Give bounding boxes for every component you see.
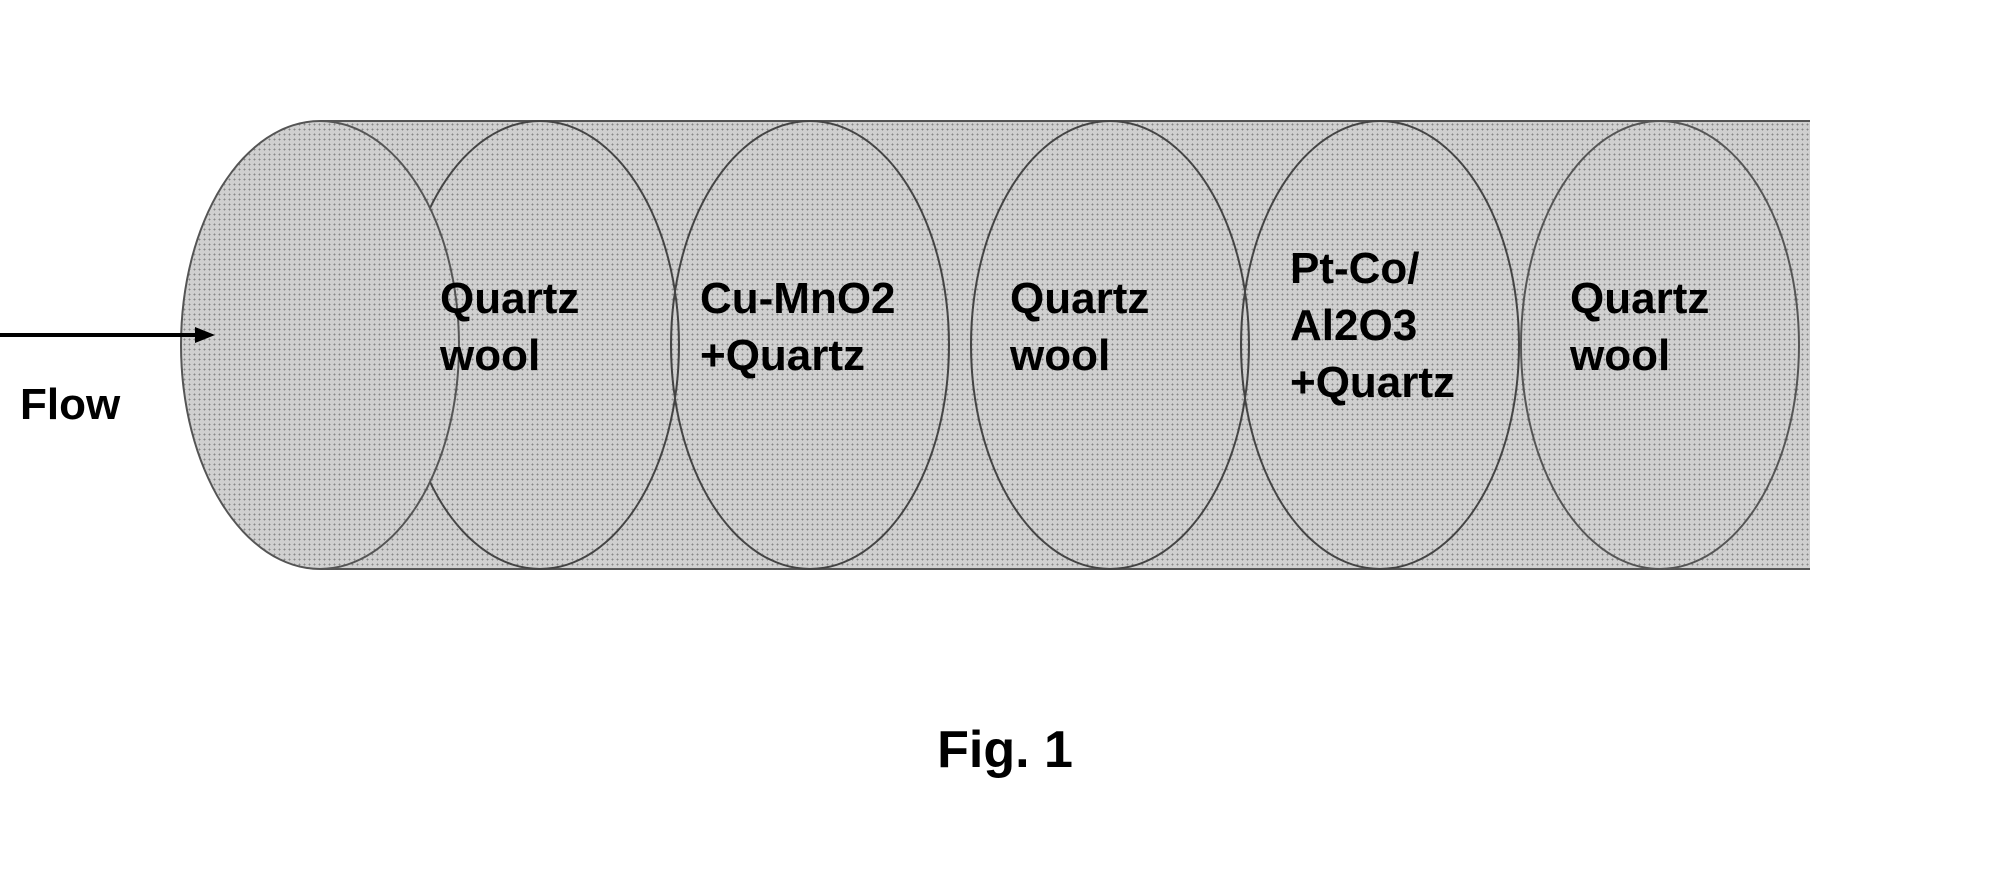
cylinder-left-cap <box>180 120 460 570</box>
segment-label-3: Quartz wool <box>1010 270 1149 384</box>
segment-label-2: Cu-MnO2 +Quartz <box>700 270 896 384</box>
segment-label-5: Quartz wool <box>1570 270 1709 384</box>
catalyst-tube-diagram: Flow Quartz wool Cu-MnO2 +Quartz Quartz … <box>180 120 1830 570</box>
segment-label-1: Quartz wool <box>440 270 579 384</box>
flow-arrow-icon <box>0 315 220 355</box>
figure-caption: Fig. 1 <box>937 720 1073 780</box>
flow-label: Flow <box>20 380 120 430</box>
segment-label-4: Pt-Co/ Al2O3 +Quartz <box>1290 240 1455 412</box>
cylinder: Flow Quartz wool Cu-MnO2 +Quartz Quartz … <box>180 120 1830 570</box>
